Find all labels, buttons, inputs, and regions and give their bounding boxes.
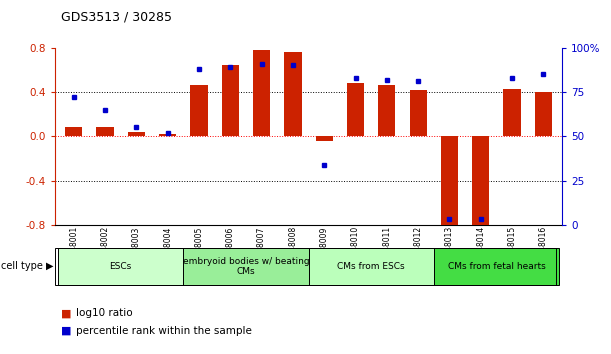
Bar [434,248,559,285]
Text: log10 ratio: log10 ratio [76,308,133,318]
Text: cell type ▶: cell type ▶ [1,261,53,272]
Bar [183,248,309,285]
Bar [284,52,301,136]
Bar [97,127,114,136]
Bar [316,136,333,141]
Text: ■: ■ [61,308,71,318]
Bar [409,90,426,136]
Text: CMs from ESCs: CMs from ESCs [337,262,405,271]
Text: GDS3513 / 30285: GDS3513 / 30285 [61,11,172,24]
Bar [503,89,521,136]
Bar [472,136,489,227]
Bar [128,132,145,136]
Text: ESCs: ESCs [109,262,132,271]
Text: embryoid bodies w/ beating
CMs: embryoid bodies w/ beating CMs [183,257,309,276]
Bar [65,127,82,136]
Bar [58,248,183,285]
Text: CMs from fetal hearts: CMs from fetal hearts [447,262,545,271]
Text: percentile rank within the sample: percentile rank within the sample [76,326,252,336]
Bar [159,134,177,136]
Text: ■: ■ [61,326,71,336]
Bar [191,85,208,136]
Bar [535,92,552,136]
Bar [222,65,239,136]
Bar [309,248,434,285]
Bar [441,136,458,227]
Bar [378,85,395,136]
Bar [347,83,364,136]
Bar [253,50,270,136]
